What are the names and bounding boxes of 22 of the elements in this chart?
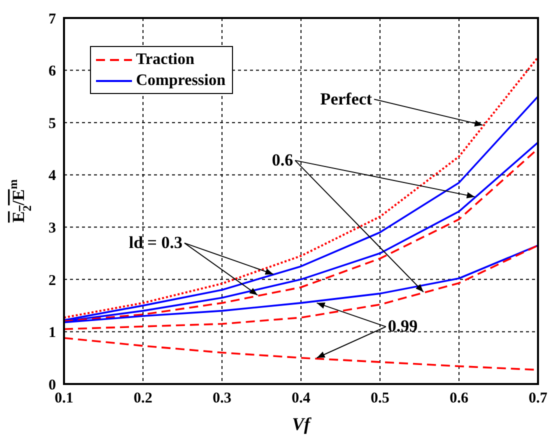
annotation: 0.6 [272, 150, 294, 170]
x-tick-label: 0.2 [134, 390, 152, 407]
x-tick-label: 0.7 [528, 390, 548, 407]
y-tick-label: 1 [48, 325, 56, 342]
legend-label: Traction [136, 50, 194, 70]
x-axis-title: Vf [292, 414, 312, 434]
x-tick-label: 0.5 [370, 390, 390, 407]
legend-label: Compression [136, 71, 226, 91]
x-tick-label: 0.1 [54, 390, 74, 407]
annotation: 0.99 [388, 316, 418, 336]
y-tick-label: 0 [48, 377, 56, 394]
y-tick-label: 3 [48, 220, 56, 236]
y-tick-label: 6 [48, 64, 56, 80]
y-tick-label: 7 [48, 11, 56, 28]
x-tick-label: 0.4 [292, 390, 311, 407]
annotation: ld = 0.3 [128, 233, 182, 252]
y-tick-label: 5 [48, 116, 56, 132]
annotation: Perfect [320, 89, 372, 108]
x-tick-label: 0.3 [212, 390, 232, 407]
x-tick-label: 0.6 [450, 390, 469, 407]
y-tick-label: 2 [48, 272, 56, 289]
y-tick-label: 4 [48, 168, 56, 184]
